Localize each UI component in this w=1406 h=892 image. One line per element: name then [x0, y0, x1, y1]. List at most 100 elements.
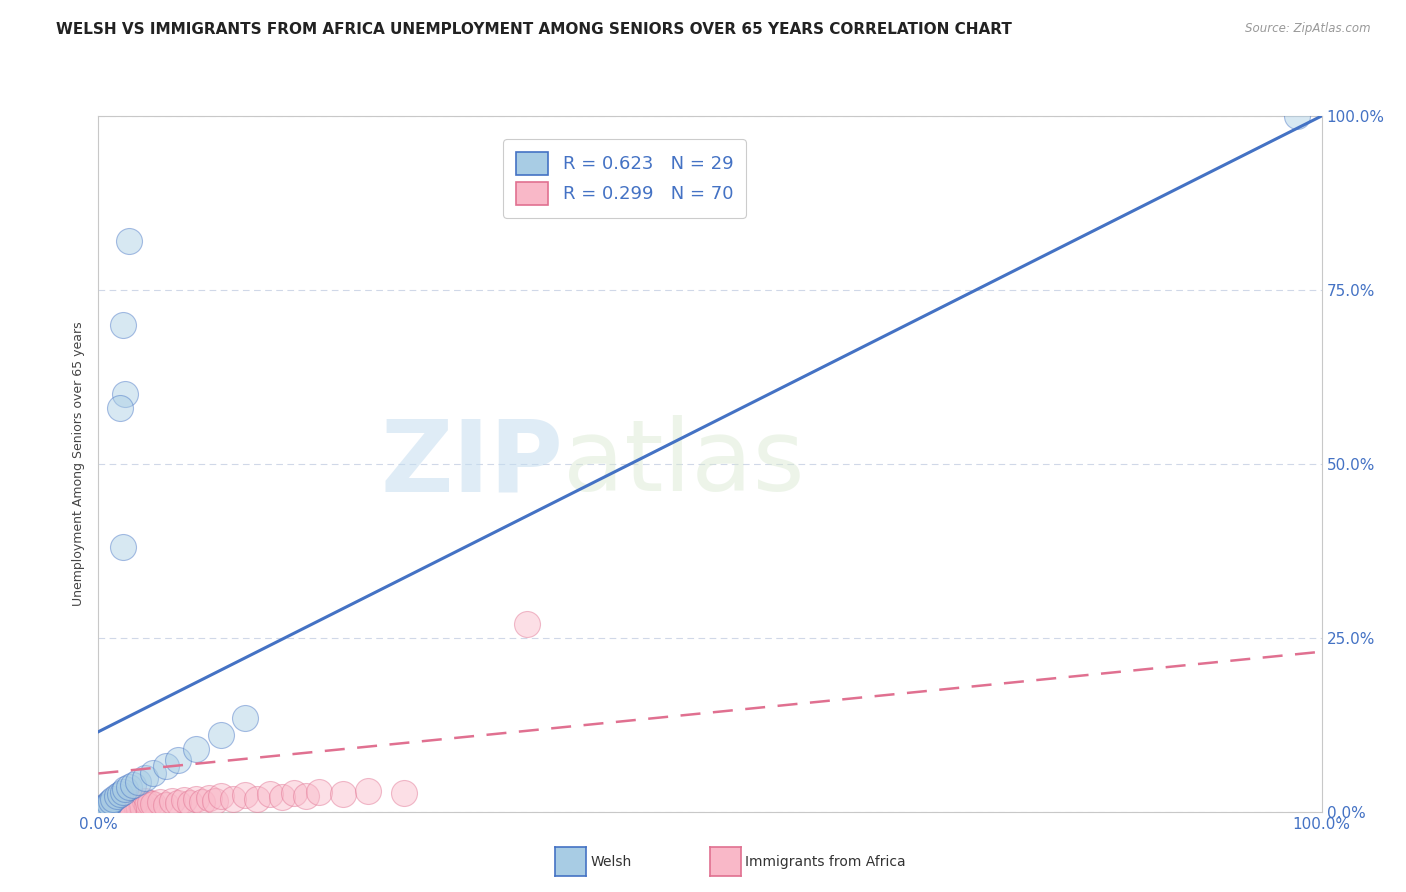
- Point: [98, 801, 121, 815]
- Point: [233, 711, 256, 725]
- Point: [110, 401, 132, 416]
- Point: [356, 784, 378, 798]
- Point: [134, 772, 156, 786]
- Point: [89, 805, 111, 819]
- Point: [94, 800, 117, 814]
- Point: [167, 797, 190, 811]
- Point: [105, 798, 128, 813]
- Point: [136, 798, 159, 813]
- Point: [105, 803, 128, 817]
- Point: [98, 804, 121, 818]
- Text: ZIP: ZIP: [381, 416, 564, 512]
- Point: [114, 798, 136, 813]
- Point: [100, 799, 122, 814]
- Point: [96, 800, 118, 814]
- Point: [155, 797, 177, 812]
- Text: Source: ZipAtlas.com: Source: ZipAtlas.com: [1246, 22, 1371, 36]
- Point: [139, 796, 162, 810]
- Text: WELSH VS IMMIGRANTS FROM AFRICA UNEMPLOYMENT AMONG SENIORS OVER 65 YEARS CORRELA: WELSH VS IMMIGRANTS FROM AFRICA UNEMPLOY…: [56, 22, 1012, 37]
- Point: [149, 795, 172, 809]
- Point: [186, 792, 208, 806]
- Point: [295, 789, 318, 804]
- Point: [100, 804, 122, 818]
- Point: [97, 803, 120, 817]
- Point: [259, 788, 281, 801]
- Point: [91, 801, 114, 815]
- Point: [246, 791, 269, 805]
- Point: [129, 797, 152, 811]
- Point: [93, 803, 115, 817]
- Point: [97, 800, 120, 814]
- Point: [110, 801, 132, 815]
- Point: [105, 803, 128, 817]
- Point: [118, 801, 141, 815]
- Point: [101, 803, 124, 817]
- Point: [283, 786, 305, 800]
- Point: [96, 797, 118, 812]
- Point: [101, 797, 124, 812]
- Point: [94, 804, 117, 818]
- Point: [89, 804, 111, 818]
- Point: [204, 794, 226, 808]
- Point: [91, 803, 114, 817]
- Point: [167, 753, 190, 767]
- Text: Immigrants from Africa: Immigrants from Africa: [745, 855, 905, 869]
- Point: [392, 786, 416, 800]
- Point: [118, 234, 141, 248]
- Text: atlas: atlas: [564, 416, 804, 512]
- Point: [209, 728, 232, 742]
- Point: [91, 801, 114, 815]
- Point: [127, 775, 149, 789]
- Point: [94, 803, 117, 817]
- Point: [233, 788, 256, 802]
- Point: [114, 387, 136, 401]
- Point: [155, 759, 177, 773]
- Point: [91, 804, 114, 818]
- Point: [142, 766, 165, 780]
- Point: [134, 794, 156, 808]
- Point: [111, 541, 134, 555]
- Legend: R = 0.623   N = 29, R = 0.299   N = 70: R = 0.623 N = 29, R = 0.299 N = 70: [503, 139, 745, 218]
- Point: [97, 803, 120, 817]
- Point: [91, 802, 114, 816]
- Point: [114, 782, 136, 797]
- Point: [105, 789, 128, 804]
- Point: [100, 803, 122, 817]
- Text: Welsh: Welsh: [591, 855, 631, 869]
- Point: [93, 800, 115, 814]
- Point: [91, 804, 114, 818]
- Point: [98, 797, 121, 811]
- Point: [111, 802, 134, 816]
- Point: [191, 795, 214, 809]
- Point: [101, 792, 124, 806]
- Point: [110, 788, 132, 801]
- Point: [118, 796, 141, 810]
- Point: [111, 800, 134, 814]
- Point: [222, 792, 245, 806]
- Point: [209, 789, 232, 804]
- Point: [118, 780, 141, 795]
- Point: [186, 742, 208, 756]
- Point: [308, 785, 330, 799]
- Point: [332, 788, 354, 801]
- Point: [1286, 109, 1309, 123]
- Point: [91, 803, 114, 817]
- Point: [91, 802, 114, 816]
- Point: [142, 797, 165, 811]
- Point: [173, 793, 195, 807]
- Point: [96, 803, 118, 817]
- Point: [515, 616, 537, 631]
- Point: [124, 797, 146, 811]
- Point: [90, 803, 112, 817]
- Point: [111, 785, 134, 799]
- Point: [111, 796, 134, 810]
- Point: [93, 805, 115, 819]
- Point: [94, 802, 117, 816]
- Point: [100, 794, 122, 808]
- Point: [160, 794, 183, 808]
- Point: [121, 800, 143, 814]
- Point: [179, 796, 201, 810]
- Point: [270, 790, 294, 805]
- Point: [101, 801, 124, 815]
- Point: [111, 318, 134, 332]
